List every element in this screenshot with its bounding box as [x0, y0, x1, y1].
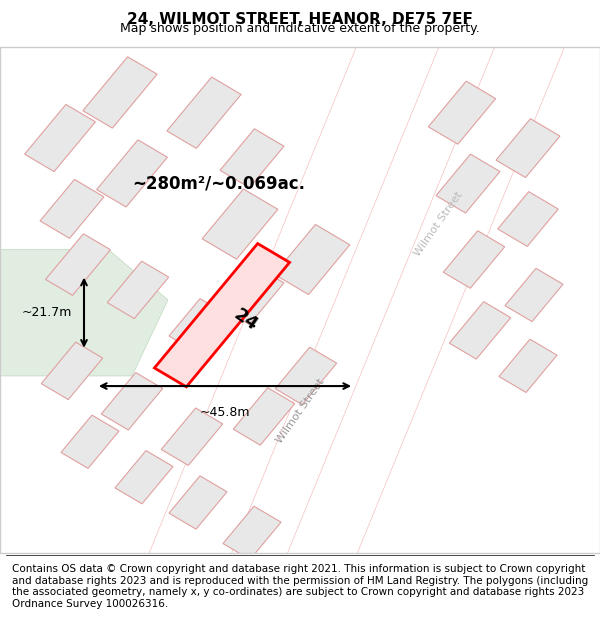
Text: ~21.7m: ~21.7m — [22, 306, 72, 319]
Polygon shape — [274, 224, 350, 294]
Polygon shape — [115, 451, 173, 504]
Polygon shape — [428, 81, 496, 144]
Text: 24: 24 — [230, 306, 262, 335]
Polygon shape — [449, 302, 511, 359]
Text: Map shows position and indicative extent of the property.: Map shows position and indicative extent… — [120, 22, 480, 35]
Text: Wilmot Street: Wilmot Street — [274, 377, 326, 446]
Text: Contains OS data © Crown copyright and database right 2021. This information is : Contains OS data © Crown copyright and d… — [12, 564, 588, 609]
Polygon shape — [233, 388, 295, 445]
Text: Wilmot Street: Wilmot Street — [412, 190, 464, 258]
Polygon shape — [496, 119, 560, 178]
Polygon shape — [443, 231, 505, 288]
Polygon shape — [220, 266, 284, 324]
Polygon shape — [281, 12, 571, 588]
Polygon shape — [40, 179, 104, 238]
Polygon shape — [505, 268, 563, 322]
Polygon shape — [0, 249, 168, 376]
Polygon shape — [436, 154, 500, 213]
Polygon shape — [498, 192, 558, 246]
Text: 24, WILMOT STREET, HEANOR, DE75 7EF: 24, WILMOT STREET, HEANOR, DE75 7EF — [127, 12, 473, 27]
Polygon shape — [167, 77, 241, 148]
Polygon shape — [61, 415, 119, 468]
Polygon shape — [499, 339, 557, 392]
Polygon shape — [161, 408, 223, 466]
Polygon shape — [41, 342, 103, 399]
Polygon shape — [83, 57, 157, 128]
Polygon shape — [143, 11, 445, 589]
Polygon shape — [107, 261, 169, 319]
Polygon shape — [223, 506, 281, 559]
Polygon shape — [101, 372, 163, 430]
Polygon shape — [25, 104, 95, 172]
Polygon shape — [169, 476, 227, 529]
Text: ~280m²/~0.069ac.: ~280m²/~0.069ac. — [132, 174, 305, 192]
Text: ~45.8m: ~45.8m — [200, 406, 250, 419]
Polygon shape — [154, 244, 290, 387]
Polygon shape — [46, 234, 110, 296]
Polygon shape — [202, 189, 278, 259]
Polygon shape — [220, 129, 284, 188]
Polygon shape — [275, 348, 337, 404]
Polygon shape — [97, 140, 167, 207]
Polygon shape — [169, 299, 227, 352]
